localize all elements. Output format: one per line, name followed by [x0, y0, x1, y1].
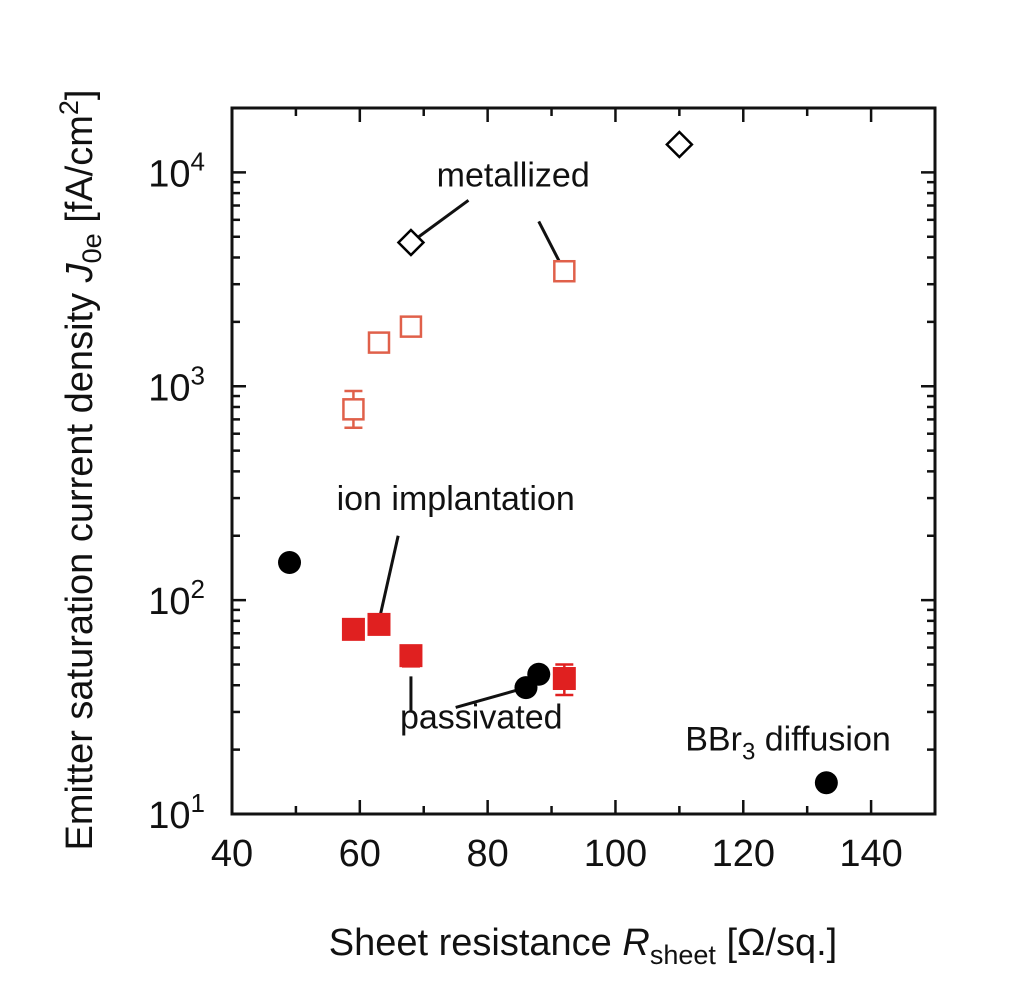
- annotation-text: BBr: [685, 721, 742, 759]
- annotations: metallized ion implantation passivated BBr3…: [337, 156, 891, 765]
- open-square-marker: [367, 331, 391, 354]
- annotation-leader-line: [455, 686, 527, 709]
- open-diamond-marker: [396, 228, 426, 257]
- open-square-marker: [342, 398, 365, 421]
- annotation-text-tail: diffusion: [755, 721, 890, 759]
- y-tick-label-exponent: 2: [191, 574, 205, 604]
- x-tick-label: 120: [712, 833, 775, 875]
- y-tick-label-exponent: 3: [191, 360, 205, 390]
- filled-circle-marker: [814, 771, 838, 795]
- annotation-leader-line: [410, 199, 470, 244]
- annotation-bbr3: BBr3 diffusion: [685, 721, 891, 766]
- x-tick-label: 140: [839, 833, 902, 875]
- y-axis-label: Emitter saturation current density J0e […: [54, 89, 107, 850]
- y-tick-label: 102: [148, 574, 205, 623]
- annotation-text: passivated: [400, 699, 563, 737]
- filled-square-marker: [341, 617, 365, 641]
- x-tick-label: 100: [584, 833, 647, 875]
- y-tick-label-base: 10: [148, 153, 190, 195]
- annotation-text: ion implantation: [337, 480, 575, 518]
- open-diamond-marker: [665, 130, 694, 159]
- y-tick-label-base: 10: [148, 581, 190, 623]
- annotation-leaders: [377, 199, 566, 712]
- filled-circle-marker: [527, 662, 551, 686]
- y-tick-label: 104: [148, 146, 205, 195]
- open-square-marker: [399, 315, 423, 338]
- x-axis-label-unit: [Ω/sq.]: [716, 922, 837, 964]
- open-square-marker: [553, 259, 576, 283]
- x-tick-label: 40: [211, 833, 253, 875]
- y-axis-label-symbol: J: [59, 262, 101, 283]
- plot-frame: [230, 106, 937, 816]
- y-axis-label-close: ]: [59, 89, 101, 100]
- filled-circle-marker: [278, 550, 302, 574]
- y-tick-label-base: 10: [148, 367, 190, 409]
- x-axis-label: Sheet resistance Rsheet [Ω/sq.]: [329, 922, 837, 970]
- annotation-metallized: metallized: [437, 156, 590, 194]
- y-tick-label: 101: [148, 788, 205, 837]
- x-axis: 40 60 80 100 120 140: [211, 108, 937, 875]
- y-axis-label-unit: [fA/cm: [59, 115, 101, 233]
- annotation-text: metallized: [437, 156, 590, 194]
- x-axis-label-symbol: R: [622, 922, 649, 964]
- x-axis-label-text: Sheet resistance: [329, 922, 623, 964]
- annotation-passivated: passivated: [400, 699, 563, 737]
- y-tick-label-exponent: 1: [191, 788, 205, 818]
- filled-square-marker: [552, 667, 576, 691]
- y-axis-label-text: Emitter saturation current density: [59, 282, 101, 850]
- annotation-ion-implantation: ion implantation: [337, 480, 575, 518]
- y-axis-label-superscript: 2: [54, 100, 84, 115]
- filled-square-marker: [367, 612, 391, 636]
- annotation-subscript: 3: [742, 739, 755, 766]
- x-tick-label: 80: [466, 833, 508, 875]
- y-axis-label-subscript: 0e: [77, 233, 107, 263]
- annotation-leader-line: [377, 535, 400, 622]
- y-tick-label: 103: [148, 360, 205, 409]
- data-points: [278, 130, 838, 795]
- x-axis-label-subscript: sheet: [650, 940, 717, 970]
- y-tick-label-base: 10: [148, 795, 190, 837]
- x-tick-label: 60: [339, 833, 381, 875]
- filled-square-marker: [399, 644, 423, 668]
- y-tick-label-exponent: 4: [191, 146, 205, 176]
